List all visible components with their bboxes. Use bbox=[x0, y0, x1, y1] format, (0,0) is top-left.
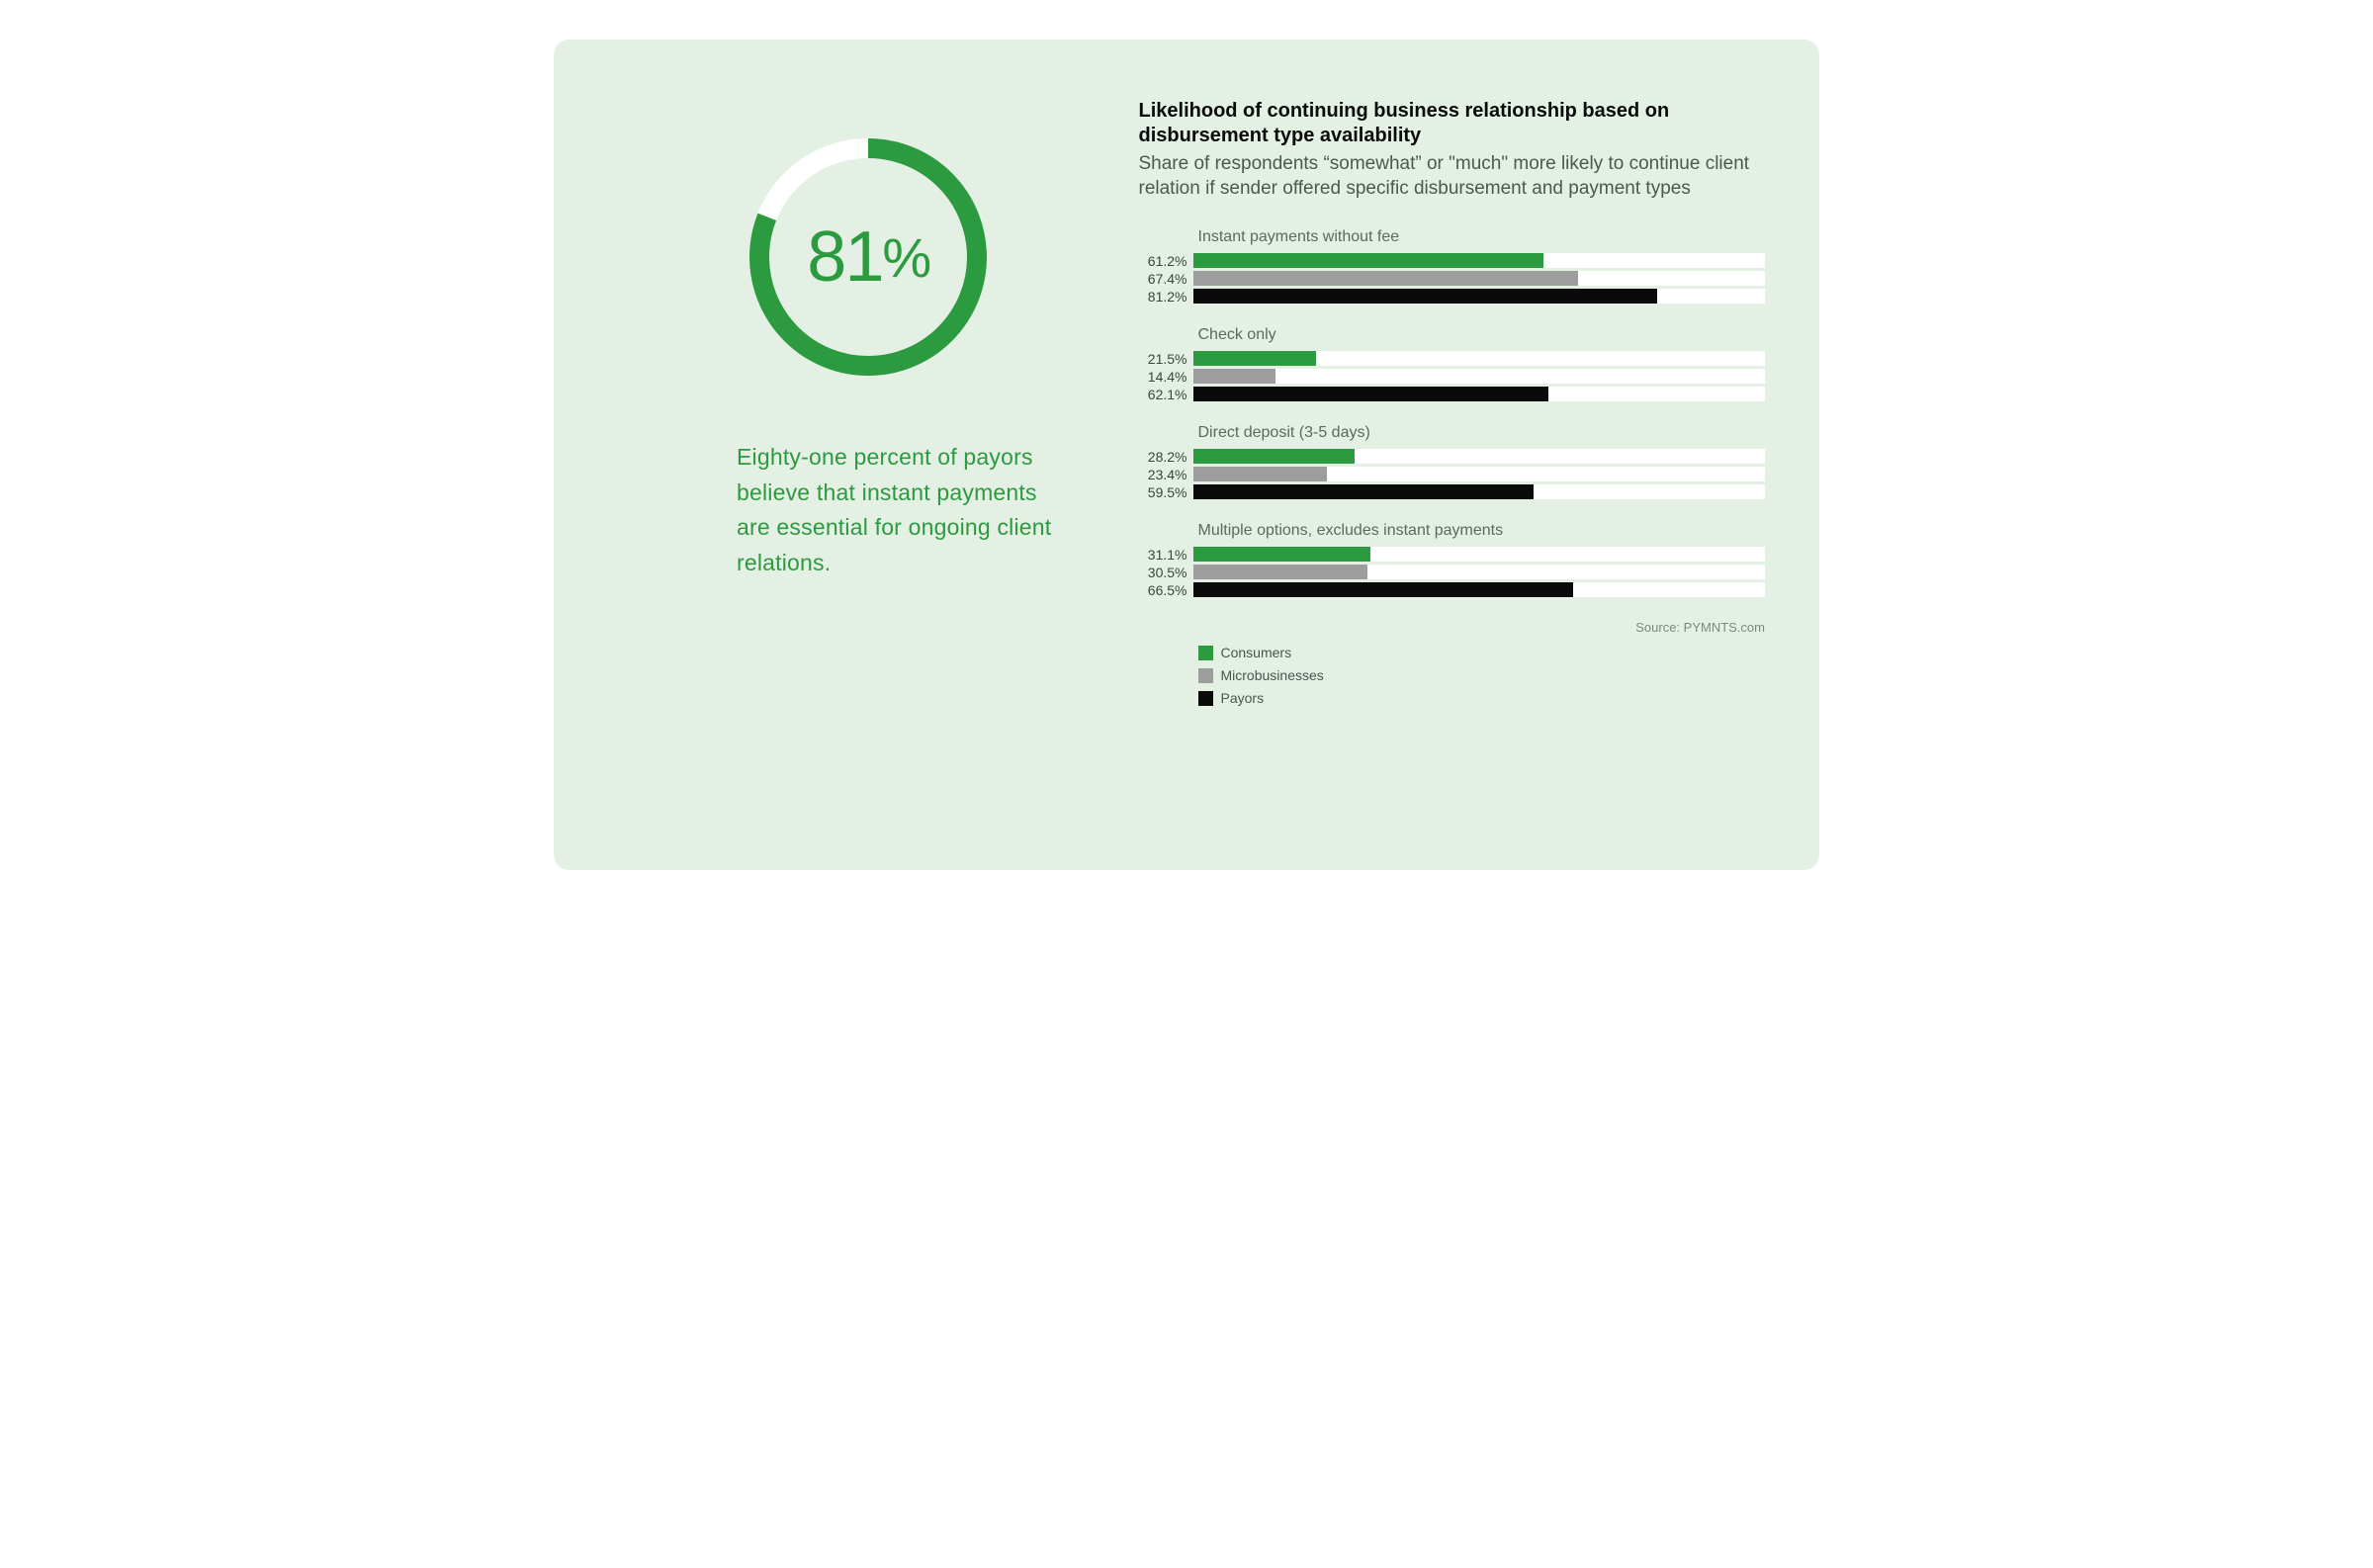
bar-value-label: 21.5% bbox=[1139, 351, 1193, 367]
legend-label: Consumers bbox=[1221, 645, 1292, 660]
bar-row: 61.2% bbox=[1139, 252, 1766, 269]
bar-track bbox=[1193, 467, 1766, 481]
bar-row: 31.1% bbox=[1139, 546, 1766, 563]
bar-fill bbox=[1193, 351, 1316, 366]
left-panel: 81% Eighty-one percent of payors believe… bbox=[608, 99, 1129, 821]
group-label: Instant payments without fee bbox=[1198, 228, 1766, 246]
bar-fill bbox=[1193, 565, 1367, 579]
bar-fill bbox=[1193, 449, 1355, 464]
legend-label: Microbusinesses bbox=[1221, 667, 1324, 683]
legend-label: Payors bbox=[1221, 690, 1265, 706]
bar-fill bbox=[1193, 467, 1327, 481]
bar-groups-container: Instant payments without fee 61.2% 67.4% 81… bbox=[1139, 228, 1766, 598]
bar-group: Instant payments without fee 61.2% 67.4% 81… bbox=[1139, 228, 1766, 305]
bar-group: Direct deposit (3-5 days) 28.2% 23.4% 59.5% bbox=[1139, 424, 1766, 500]
bar-row: 28.2% bbox=[1139, 448, 1766, 465]
legend: Consumers Microbusinesses Payors bbox=[1198, 645, 1766, 706]
legend-swatch bbox=[1198, 646, 1213, 660]
bar-track bbox=[1193, 253, 1766, 268]
legend-item: Microbusinesses bbox=[1198, 667, 1766, 683]
bar-track bbox=[1193, 449, 1766, 464]
bar-fill bbox=[1193, 484, 1534, 499]
bar-fill bbox=[1193, 253, 1543, 268]
percent-symbol: % bbox=[882, 225, 929, 290]
bar-value-label: 67.4% bbox=[1139, 271, 1193, 287]
infographic-card: 81% Eighty-one percent of payors believe… bbox=[554, 40, 1819, 870]
bar-row: 81.2% bbox=[1139, 288, 1766, 305]
bar-row: 62.1% bbox=[1139, 386, 1766, 402]
donut-number: 81 bbox=[807, 217, 882, 298]
bar-fill bbox=[1193, 582, 1574, 597]
bar-value-label: 61.2% bbox=[1139, 253, 1193, 269]
bar-track bbox=[1193, 547, 1766, 562]
caption-text: Eighty-one percent of payors believe tha… bbox=[737, 440, 1053, 581]
bar-fill bbox=[1193, 289, 1658, 304]
bar-group: Check only 21.5% 14.4% 62.1% bbox=[1139, 326, 1766, 402]
bar-fill bbox=[1193, 387, 1548, 401]
bar-value-label: 59.5% bbox=[1139, 484, 1193, 500]
bar-row: 66.5% bbox=[1139, 581, 1766, 598]
bar-track bbox=[1193, 351, 1766, 366]
bar-value-label: 81.2% bbox=[1139, 289, 1193, 305]
legend-swatch bbox=[1198, 691, 1213, 706]
bar-track bbox=[1193, 271, 1766, 286]
right-panel: Likelihood of continuing business relati… bbox=[1129, 99, 1766, 821]
legend-swatch bbox=[1198, 668, 1213, 683]
bar-group: Multiple options, excludes instant payme… bbox=[1139, 522, 1766, 598]
bar-row: 30.5% bbox=[1139, 564, 1766, 580]
donut-value: 81% bbox=[740, 129, 997, 386]
bar-track bbox=[1193, 582, 1766, 597]
group-label: Multiple options, excludes instant payme… bbox=[1198, 522, 1766, 540]
bar-value-label: 66.5% bbox=[1139, 582, 1193, 598]
bar-track bbox=[1193, 369, 1766, 384]
bar-row: 21.5% bbox=[1139, 350, 1766, 367]
bar-value-label: 31.1% bbox=[1139, 547, 1193, 563]
bar-row: 67.4% bbox=[1139, 270, 1766, 287]
bar-track bbox=[1193, 289, 1766, 304]
group-label: Check only bbox=[1198, 326, 1766, 344]
group-label: Direct deposit (3-5 days) bbox=[1198, 424, 1766, 442]
bar-value-label: 30.5% bbox=[1139, 565, 1193, 580]
bar-value-label: 28.2% bbox=[1139, 449, 1193, 465]
bar-row: 23.4% bbox=[1139, 466, 1766, 482]
bar-fill bbox=[1193, 369, 1275, 384]
bar-value-label: 14.4% bbox=[1139, 369, 1193, 385]
bar-row: 59.5% bbox=[1139, 483, 1766, 500]
bar-fill bbox=[1193, 547, 1371, 562]
donut-chart: 81% bbox=[740, 129, 997, 386]
chart-subtitle: Share of respondents “somewhat” or "much… bbox=[1139, 152, 1766, 201]
legend-item: Payors bbox=[1198, 690, 1766, 706]
bar-track bbox=[1193, 387, 1766, 401]
bar-fill bbox=[1193, 271, 1579, 286]
legend-item: Consumers bbox=[1198, 645, 1766, 660]
bar-value-label: 23.4% bbox=[1139, 467, 1193, 482]
bar-track bbox=[1193, 484, 1766, 499]
source-label: Source: PYMNTS.com bbox=[1139, 620, 1766, 635]
bar-row: 14.4% bbox=[1139, 368, 1766, 385]
bar-value-label: 62.1% bbox=[1139, 387, 1193, 402]
chart-title: Likelihood of continuing business relati… bbox=[1139, 99, 1766, 148]
bar-track bbox=[1193, 565, 1766, 579]
